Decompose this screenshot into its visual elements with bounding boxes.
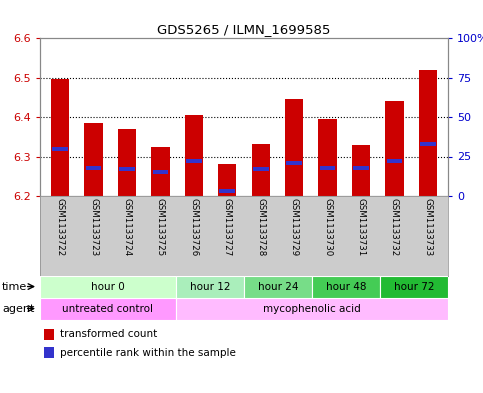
Bar bbox=[44, 329, 54, 340]
Text: GSM1133728: GSM1133728 bbox=[256, 198, 265, 257]
Bar bbox=[153, 170, 168, 174]
Text: GSM1133725: GSM1133725 bbox=[156, 198, 165, 257]
Text: GSM1133730: GSM1133730 bbox=[323, 198, 332, 257]
Bar bbox=[119, 167, 135, 171]
Bar bbox=[385, 101, 404, 196]
Bar bbox=[176, 276, 244, 298]
Bar bbox=[353, 165, 369, 169]
Bar bbox=[253, 167, 269, 171]
Bar bbox=[52, 147, 68, 151]
Text: GSM1133726: GSM1133726 bbox=[189, 198, 199, 257]
Bar bbox=[320, 165, 335, 169]
Text: agent: agent bbox=[2, 303, 34, 314]
Bar bbox=[118, 129, 136, 196]
Text: percentile rank within the sample: percentile rank within the sample bbox=[60, 347, 236, 358]
Bar bbox=[352, 145, 370, 196]
Bar bbox=[420, 142, 436, 146]
Text: GSM1133724: GSM1133724 bbox=[123, 198, 131, 257]
Bar bbox=[51, 79, 69, 196]
Bar bbox=[40, 298, 176, 320]
Text: hour 24: hour 24 bbox=[258, 282, 298, 292]
Text: GDS5265 / ILMN_1699585: GDS5265 / ILMN_1699585 bbox=[157, 23, 331, 36]
Text: GSM1133722: GSM1133722 bbox=[56, 198, 65, 257]
Bar bbox=[380, 276, 448, 298]
Bar bbox=[219, 189, 235, 193]
Bar bbox=[387, 159, 402, 163]
Text: hour 0: hour 0 bbox=[91, 282, 125, 292]
Bar bbox=[186, 159, 202, 163]
Text: GSM1133727: GSM1133727 bbox=[223, 198, 232, 257]
Text: time: time bbox=[2, 281, 27, 292]
Text: hour 48: hour 48 bbox=[326, 282, 366, 292]
Bar bbox=[244, 276, 312, 298]
Bar bbox=[44, 347, 54, 358]
Bar bbox=[176, 298, 448, 320]
Bar bbox=[218, 164, 237, 196]
Bar bbox=[419, 70, 437, 196]
Text: GSM1133733: GSM1133733 bbox=[424, 198, 432, 257]
Text: GSM1133729: GSM1133729 bbox=[290, 198, 298, 257]
Text: hour 72: hour 72 bbox=[394, 282, 434, 292]
Bar bbox=[285, 99, 303, 196]
Bar bbox=[85, 123, 103, 196]
Bar bbox=[318, 119, 337, 196]
Bar bbox=[252, 144, 270, 196]
Text: transformed count: transformed count bbox=[60, 329, 157, 339]
Bar bbox=[40, 276, 176, 298]
Text: GSM1133732: GSM1133732 bbox=[390, 198, 399, 257]
Text: GSM1133731: GSM1133731 bbox=[356, 198, 366, 257]
Text: GSM1133723: GSM1133723 bbox=[89, 198, 98, 257]
Bar bbox=[312, 276, 380, 298]
Text: untreated control: untreated control bbox=[62, 304, 154, 314]
Bar bbox=[85, 165, 101, 169]
Text: mycophenolic acid: mycophenolic acid bbox=[263, 304, 361, 314]
Text: hour 12: hour 12 bbox=[190, 282, 230, 292]
Bar bbox=[185, 115, 203, 196]
Bar bbox=[151, 147, 170, 196]
Bar bbox=[286, 161, 302, 165]
